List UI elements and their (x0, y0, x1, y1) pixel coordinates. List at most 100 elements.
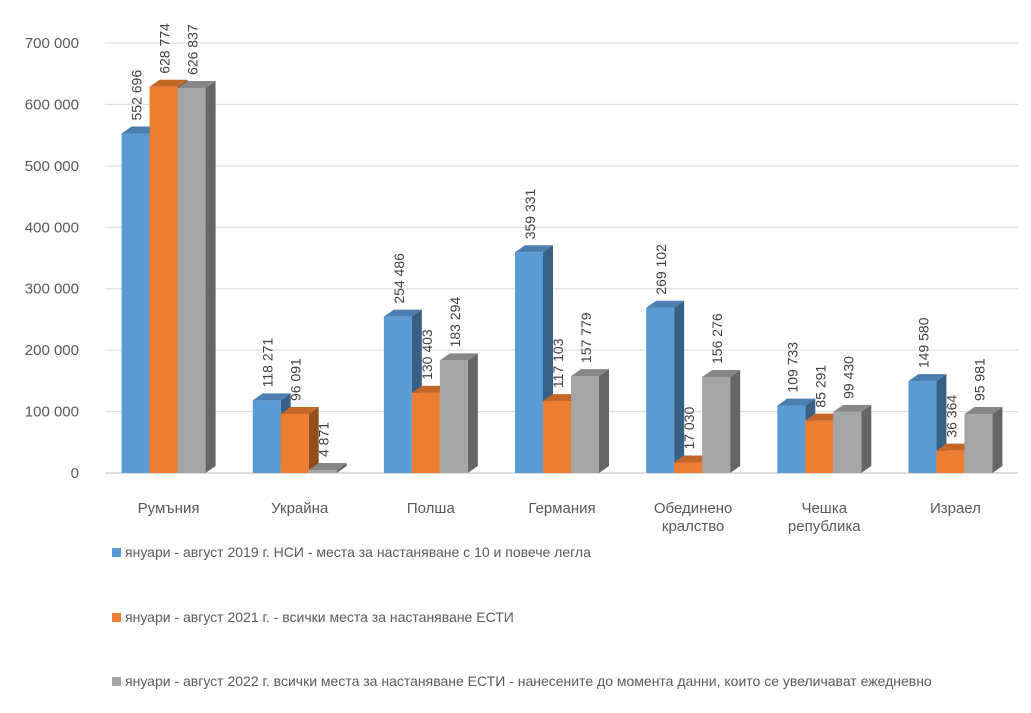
data-label: 4 871 (316, 422, 332, 457)
bar (439, 360, 468, 473)
legend-swatch-gray (112, 677, 121, 686)
y-tick-label: 500 000 (25, 158, 79, 175)
bar-side (674, 300, 685, 473)
bar-side (730, 370, 741, 473)
data-label: 130 403 (419, 329, 435, 380)
bar-side (205, 80, 216, 473)
bar (308, 470, 337, 473)
data-label: 117 103 (550, 338, 566, 388)
bar (908, 381, 937, 473)
bar (936, 450, 965, 473)
bar-top (383, 309, 422, 317)
bar-top (439, 353, 478, 361)
legend-label: януари - август 2022 г. всички места за … (125, 673, 932, 689)
bar (805, 420, 834, 473)
data-label: 109 733 (784, 342, 800, 393)
bar (383, 316, 412, 473)
category-label-line: Израел (930, 500, 981, 517)
category-label: Израел (930, 500, 981, 517)
bar-chart: 0 100 000 200 000 300 000 400 000 500 000 600 … (25, 23, 1018, 535)
data-label: 628 774 (157, 23, 173, 74)
data-label: 254 486 (391, 253, 407, 304)
bar (149, 86, 178, 473)
bar-side (992, 407, 1003, 473)
bar-top (702, 370, 741, 378)
category-label-line: Украйна (271, 500, 329, 517)
y-tick-label: 600 000 (25, 96, 79, 113)
bar-top (308, 463, 347, 471)
bar-top (149, 79, 188, 87)
y-axis: 0 100 000 200 000 300 000 400 000 500 000 600 … (25, 35, 79, 482)
data-label: 183 294 (447, 297, 463, 348)
legend-swatch-blue (112, 548, 121, 557)
y-tick-label: 400 000 (25, 219, 79, 236)
legend-item-2019: януари - август 2019 г. НСИ - места за н… (112, 543, 591, 561)
data-label: 359 331 (522, 188, 538, 239)
legend-item-2021: януари - август 2021 г. - всички места з… (112, 608, 514, 626)
y-tick-label: 700 000 (25, 35, 79, 52)
data-label: 269 102 (653, 244, 669, 295)
data-label: 99 430 (840, 356, 856, 399)
data-label: 95 981 (971, 358, 987, 401)
legend-label: януари - август 2019 г. НСИ - места за н… (125, 544, 591, 560)
category-label: Обединено кралство (654, 500, 733, 535)
bar (543, 401, 571, 473)
bar-top (280, 406, 319, 414)
category-label-line: Румъния (138, 500, 200, 517)
bar (411, 392, 440, 473)
legend-item-2022: януари - август 2022 г. всички места за … (112, 672, 1012, 690)
data-label: 96 091 (288, 358, 304, 401)
bar (833, 411, 862, 473)
bar-side (599, 369, 609, 473)
bar-top (964, 407, 1003, 415)
bar-top (777, 398, 816, 406)
data-label: 17 030 (681, 407, 697, 450)
x-axis: Румъния Украйна Полша Германия Обединено крал… (138, 500, 981, 535)
y-tick-label: 200 000 (25, 342, 79, 359)
bar-top (571, 369, 609, 377)
bar (702, 377, 731, 473)
bar-top (252, 393, 291, 401)
category-label: Украйна (271, 500, 329, 517)
bar (674, 462, 703, 473)
data-label: 626 837 (185, 24, 201, 75)
data-label: 36 364 (943, 395, 959, 438)
data-labels: 552 696 628 774 626 837 118 271 96 091 4 871 2… (129, 23, 988, 457)
data-label: 118 271 (260, 338, 276, 388)
y-tick-label: 300 000 (25, 281, 79, 298)
bar-top (177, 80, 216, 88)
bar (571, 376, 599, 473)
data-label: 156 276 (709, 313, 725, 364)
bar (964, 414, 993, 473)
bar (515, 252, 543, 473)
data-label: 85 291 (812, 365, 828, 408)
bar (280, 413, 309, 473)
category-label-line: Чешка (801, 500, 847, 517)
legend-label: януари - август 2021 г. - всички места з… (125, 609, 514, 625)
category-label-line: кралство (662, 518, 725, 535)
bar-top (515, 245, 553, 253)
y-tick-label: 100 000 (25, 404, 79, 421)
data-label: 552 696 (129, 70, 145, 121)
category-label-line: република (788, 518, 861, 535)
bar-side (861, 404, 872, 473)
bar-top (833, 404, 872, 412)
data-label: 149 580 (915, 317, 931, 368)
bar (777, 405, 806, 473)
y-tick-label: 0 (71, 465, 79, 482)
category-label-line: Германия (528, 500, 595, 517)
bar-top (646, 300, 685, 308)
bar (646, 307, 675, 473)
legend-swatch-orange (112, 613, 121, 622)
bar-side (467, 353, 478, 473)
category-label: Германия (528, 500, 595, 517)
category-label-line: Полша (407, 500, 456, 517)
bar (121, 133, 150, 473)
bar-top (908, 374, 947, 382)
category-label: Румъния (138, 500, 200, 517)
bar (177, 87, 206, 473)
category-label: Чешка република (788, 500, 861, 535)
data-label: 157 779 (578, 312, 594, 363)
category-label: Полша (407, 500, 456, 517)
bars (121, 79, 1003, 473)
